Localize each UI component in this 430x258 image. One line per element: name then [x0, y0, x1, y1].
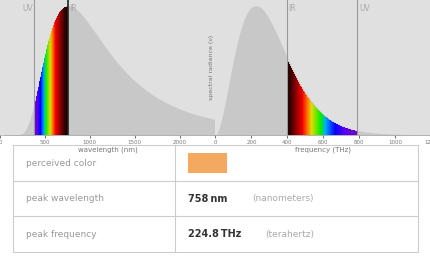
Bar — [13, 145, 417, 252]
Text: 224.8 THz: 224.8 THz — [187, 229, 241, 239]
Y-axis label: spectral radiance (ν): spectral radiance (ν) — [209, 35, 214, 100]
Text: perceived color: perceived color — [26, 158, 96, 167]
Text: IR: IR — [69, 4, 77, 13]
Text: UV: UV — [22, 4, 33, 13]
Text: peak wavelength: peak wavelength — [26, 194, 104, 203]
X-axis label: frequency (THz): frequency (THz) — [295, 146, 350, 152]
X-axis label: wavelength (nm): wavelength (nm) — [78, 146, 137, 152]
Text: 758 nm: 758 nm — [187, 194, 227, 204]
Text: (terahertz): (terahertz) — [265, 230, 314, 239]
Text: IR: IR — [288, 4, 295, 13]
Text: (nanometers): (nanometers) — [252, 194, 313, 203]
Bar — [187, 153, 226, 173]
Text: UV: UV — [358, 4, 369, 13]
Text: peak frequency: peak frequency — [26, 230, 96, 239]
